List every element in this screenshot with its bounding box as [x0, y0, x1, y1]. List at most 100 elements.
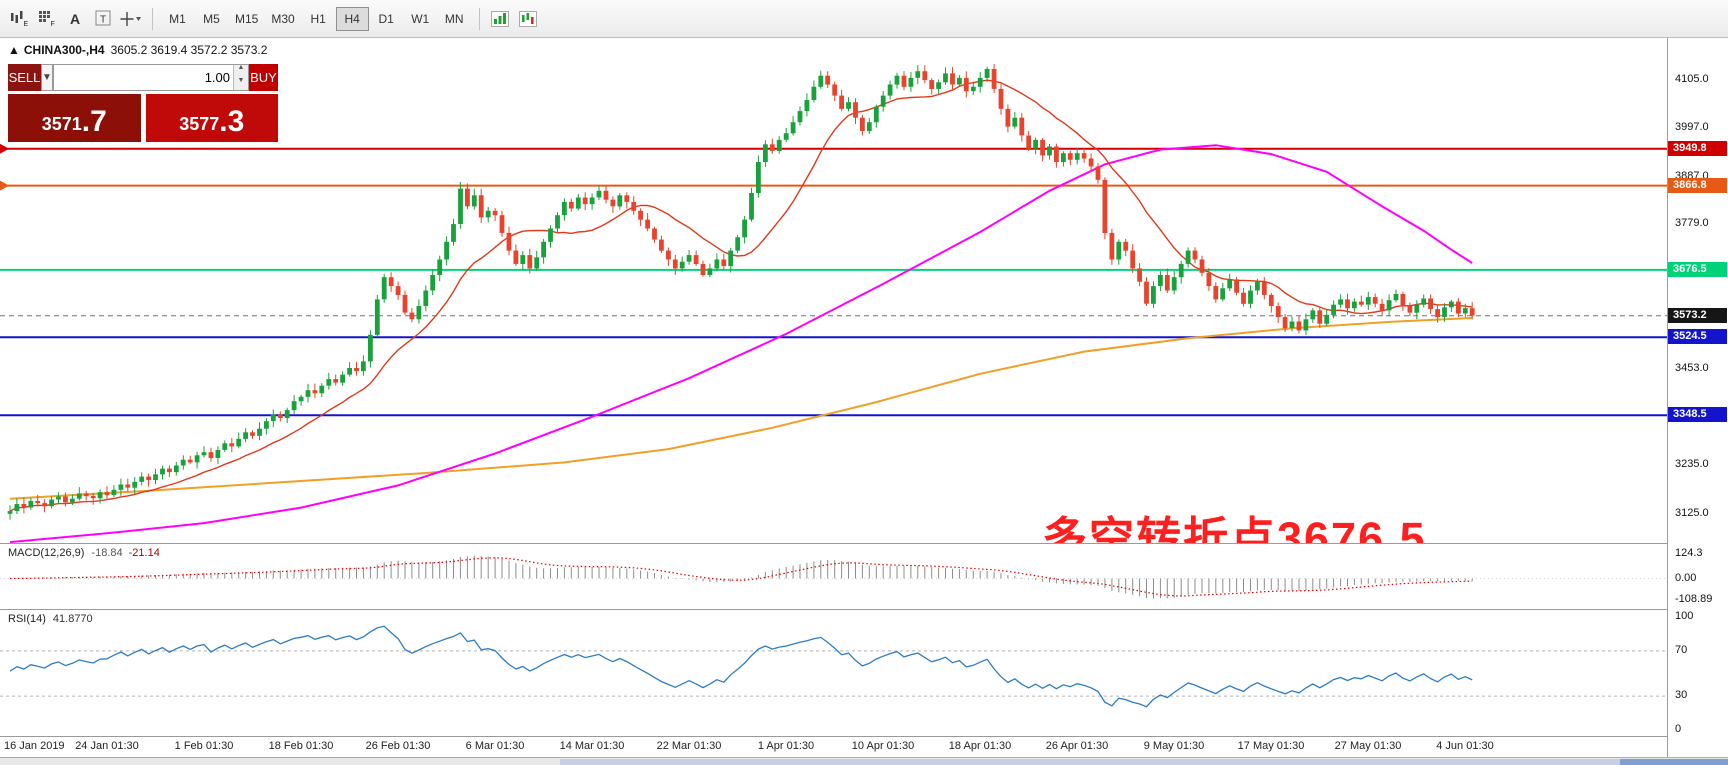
- timeframe-button-MN[interactable]: MN: [444, 11, 464, 26]
- ohlc-values: 3605.2 3619.4 3572.2 3573.2: [110, 43, 268, 57]
- timeframe-button-H4[interactable]: H4: [335, 6, 369, 31]
- price-tick-label: 3453.0: [1675, 362, 1709, 374]
- rsi-indicator-pane[interactable]: RSI(14) 41.8770: [0, 610, 1667, 736]
- macd-indicator-pane[interactable]: MACD(12,26,9) -18.84 -21.14: [0, 544, 1667, 609]
- volume-spinner: ▲ ▼: [233, 64, 248, 90]
- timeframe-button-M5[interactable]: M5: [203, 11, 220, 26]
- svg-text:T: T: [100, 15, 106, 26]
- collapse-panel-arrow-icon[interactable]: ▲: [8, 43, 20, 57]
- price-axis-divider: [1667, 38, 1668, 757]
- candlestick-chart-pane[interactable]: ▲ CHINA300-,H4 3605.2 3619.4 3572.2 3573.2…: [0, 38, 1667, 564]
- candlestick-chart[interactable]: [0, 38, 1667, 543]
- candles-glyph-icon: E: [10, 11, 28, 27]
- timeframe-button-M15[interactable]: M15: [235, 11, 259, 26]
- rsi-axis-label: 30: [1675, 689, 1688, 701]
- level-price-badge: 3348.5: [1668, 407, 1727, 422]
- macd-plot: [0, 555, 1667, 599]
- svg-text:E: E: [23, 21, 28, 27]
- buy-price-main: 3577: [179, 114, 220, 134]
- price-tick-label: 3125.0: [1675, 507, 1709, 519]
- timeframe-button-H1[interactable]: H1: [310, 11, 326, 26]
- time-label: 1 Feb 01:30: [174, 740, 234, 752]
- buy-button[interactable]: BUY: [249, 64, 278, 91]
- pane-divider[interactable]: [0, 609, 1728, 610]
- pane-divider[interactable]: [0, 543, 1728, 544]
- time-axis[interactable]: 16 Jan 2019 24 Jan 01:30 1 Feb 01:30 18 Feb…: [0, 737, 1667, 757]
- text-box-icon[interactable]: T: [90, 6, 116, 32]
- time-label: 27 May 01:30: [1334, 740, 1402, 752]
- green-bars-glyph-icon: [491, 10, 510, 27]
- current-price-badge: 3573.2: [1668, 308, 1727, 323]
- buy-price-fraction: .3: [219, 105, 245, 138]
- rsi-axis-label: 100: [1675, 610, 1694, 622]
- crosshair-glyph-icon: [120, 11, 141, 26]
- time-label: 18 Feb 01:30: [268, 740, 334, 752]
- rsi-value: 41.8770: [52, 613, 93, 625]
- macd-signal-value: -21.14: [128, 547, 160, 559]
- level-price-badge: 3524.5: [1668, 329, 1727, 344]
- timeframe-button-M30[interactable]: M30: [271, 11, 295, 26]
- time-label: 1 Apr 01:30: [757, 740, 815, 752]
- time-label: 22 Mar 01:30: [656, 740, 722, 752]
- volume-field: ▲ ▼: [53, 64, 249, 91]
- sell-price-main: 3571: [41, 114, 82, 134]
- time-label: 9 May 01:30: [1143, 740, 1205, 752]
- svg-text:F: F: [50, 21, 54, 27]
- rsi-label: RSI(14) 41.8770: [8, 613, 93, 625]
- toolbar: E F A T M1 M5 M15 M30 H1 H4 D1 W1 MN: [0, 0, 1728, 38]
- price-tick-label: 4105.0: [1675, 73, 1709, 85]
- sell-price-fraction: .7: [81, 105, 107, 138]
- time-label: 26 Apr 01:30: [1045, 740, 1109, 752]
- scrollbar-end-segment[interactable]: [1620, 759, 1728, 765]
- price-tick-label: 3779.0: [1675, 217, 1709, 229]
- macd-axis-label: 0.00: [1675, 572, 1697, 584]
- time-label: 26 Feb 01:30: [365, 740, 431, 752]
- symbol-name: CHINA300-,H4: [23, 43, 105, 57]
- timeframe-button-M1[interactable]: M1: [169, 11, 186, 26]
- symbol-header: ▲ CHINA300-,H4 3605.2 3619.4 3572.2 3573.2: [8, 43, 267, 57]
- expert-chart-icon[interactable]: E: [6, 6, 32, 32]
- sell-price-box[interactable]: 3571.7: [8, 94, 141, 142]
- sell-button[interactable]: SELL: [8, 64, 41, 91]
- timeframe-button-D1[interactable]: D1: [378, 11, 394, 26]
- time-label: 10 Apr 01:30: [851, 740, 915, 752]
- macd-axis-label: 124.3: [1675, 547, 1703, 559]
- macd-label: MACD(12,26,9) -18.84 -21.14: [8, 547, 160, 559]
- level-price-badge: 3866.8: [1668, 178, 1727, 193]
- time-label: 6 Mar 01:30: [465, 740, 525, 752]
- crosshair-tool-icon[interactable]: [118, 6, 144, 32]
- timeframe-toolbar: M1 M5 M15 M30 H1 H4 D1 W1 MN: [161, 6, 471, 31]
- volume-up-button[interactable]: ▲: [234, 64, 248, 78]
- pane-divider: [0, 736, 1728, 737]
- rsi-axis-label: 0: [1675, 723, 1682, 735]
- level-price-badge: 3949.8: [1668, 141, 1727, 156]
- time-label: 24 Jan 01:30: [75, 740, 139, 752]
- one-click-trading-panel: SELL ▼ ▲ ▼ BUY 3571.7 3577.3: [8, 64, 278, 142]
- volume-down-button[interactable]: ▼: [234, 77, 248, 90]
- boxed-t-glyph-icon: T: [95, 10, 110, 26]
- grid-glyph-icon: F: [38, 11, 54, 27]
- text-label-icon[interactable]: A: [69, 10, 81, 27]
- scrollbar-thumb[interactable]: [560, 759, 1728, 765]
- horizontal-scrollbar[interactable]: [0, 757, 1728, 765]
- template-pattern-icon[interactable]: [488, 6, 514, 32]
- rsi-axis-label: 70: [1675, 644, 1688, 656]
- time-label: 18 Apr 01:30: [948, 740, 1012, 752]
- timeframe-button-W1[interactable]: W1: [411, 11, 430, 26]
- buy-price-box[interactable]: 3577.3: [145, 94, 278, 142]
- indicator-template-icon[interactable]: [516, 6, 542, 32]
- macd-main-value: -18.84: [91, 547, 123, 559]
- time-label: 4 Jun 01:30: [1436, 740, 1494, 752]
- time-label: 16 Jan 2019: [4, 740, 65, 752]
- level-price-badge: 3676.5: [1668, 262, 1727, 277]
- volume-input[interactable]: [54, 65, 233, 90]
- volume-dropdown-button[interactable]: ▼: [41, 64, 53, 91]
- toolbar-separator: [152, 7, 153, 30]
- rsi-plot: [0, 625, 1667, 708]
- grid-icon[interactable]: F: [34, 6, 60, 32]
- green-candles-glyph-icon: [519, 10, 538, 27]
- time-label: 17 May 01:30: [1237, 740, 1305, 752]
- price-axis[interactable]: 4105.0 3997.0 3887.0 3779.0 3453.0 3235.0 3125…: [1668, 38, 1728, 757]
- price-tick-label: 3997.0: [1675, 121, 1709, 133]
